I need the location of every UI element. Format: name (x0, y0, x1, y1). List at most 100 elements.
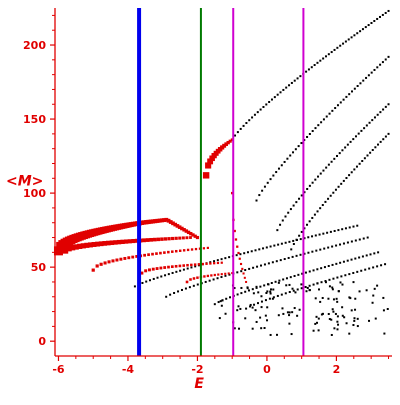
black-point-282 (315, 249, 318, 252)
black-point-23 (296, 77, 299, 80)
red-point-89 (145, 238, 150, 242)
black-point-197 (182, 268, 185, 271)
black-point-498 (306, 286, 309, 289)
black-point-209 (228, 256, 231, 259)
red-point-148 (201, 262, 204, 266)
black-point-200 (194, 265, 197, 268)
black-point-226 (292, 239, 295, 242)
red-point-125 (182, 249, 186, 252)
black-point-80 (322, 118, 325, 121)
black-point-204 (209, 261, 212, 264)
black-point-65 (280, 164, 283, 167)
black-point-190 (156, 276, 159, 279)
black-point-273 (279, 259, 282, 262)
red-point-63 (191, 233, 195, 237)
y-tick-label-3: 150 (23, 113, 46, 126)
red-point-85 (131, 238, 136, 244)
red-point-140 (170, 265, 174, 269)
black-point-405 (290, 333, 293, 336)
black-point-296 (213, 303, 216, 306)
black-point-248 (180, 288, 183, 291)
red-point-139 (167, 265, 170, 269)
black-point-126 (336, 154, 339, 157)
black-point-99 (376, 66, 379, 69)
red-point-60 (184, 229, 189, 233)
black-point-450 (305, 290, 308, 293)
black-point-442 (333, 327, 336, 330)
black-point-505 (358, 290, 361, 293)
black-point-436 (317, 288, 320, 291)
red-point-185 (234, 238, 238, 241)
black-point-64 (277, 167, 280, 170)
black-point-40 (344, 40, 347, 43)
red-point-98 (178, 236, 182, 240)
black-point-52 (378, 15, 381, 18)
black-point-140 (373, 116, 376, 119)
black-point-112 (298, 197, 301, 200)
red-point-100 (185, 236, 189, 240)
black-point-457 (238, 327, 241, 330)
black-point-465 (316, 282, 319, 285)
black-point-44 (356, 32, 359, 35)
red-point-187 (237, 251, 240, 255)
black-point-199 (190, 266, 193, 269)
black-point-194 (171, 271, 174, 274)
y-axis-label: <M> (6, 174, 43, 190)
black-point-171 (355, 165, 358, 168)
black-point-467 (269, 290, 272, 293)
black-point-77 (314, 127, 317, 130)
black-point-2 (236, 131, 239, 134)
black-point-137 (365, 124, 368, 127)
red-point-162 (213, 273, 216, 277)
black-point-139 (371, 119, 374, 122)
black-point-121 (322, 169, 325, 172)
red-point-81 (116, 239, 122, 245)
black-point-353 (296, 288, 299, 291)
black-point-357 (312, 283, 315, 286)
black-point-259 (224, 274, 227, 277)
black-point-206 (216, 259, 219, 262)
red-point-47 (155, 218, 160, 223)
black-point-503 (349, 297, 352, 300)
black-point-268 (260, 264, 263, 267)
red-point-134 (148, 268, 151, 272)
black-point-441 (328, 285, 331, 288)
red-point-90 (149, 237, 154, 242)
red-point-188 (238, 257, 241, 260)
red-point-88 (142, 238, 146, 243)
black-point-75 (308, 132, 311, 135)
black-point-46 (361, 28, 364, 31)
black-point-107 (284, 215, 287, 218)
y-tick-label-1: 50 (31, 261, 47, 274)
black-point-485 (288, 314, 291, 317)
black-point-172 (358, 162, 361, 165)
black-point-89 (348, 93, 351, 96)
black-point-338 (373, 252, 376, 255)
black-point-218 (262, 247, 265, 250)
black-point-231 (311, 235, 314, 238)
black-point-164 (337, 185, 340, 188)
black-point-153 (308, 220, 311, 223)
black-point-15 (273, 96, 276, 99)
black-point-332 (350, 258, 353, 261)
black-point-278 (299, 253, 302, 256)
black-point-158 (321, 204, 324, 207)
black-point-315 (285, 277, 288, 280)
red-point-82 (120, 239, 125, 245)
black-point-53 (381, 13, 384, 16)
black-point-369 (360, 269, 363, 272)
red-point-67 (66, 245, 72, 252)
black-point-12 (265, 103, 268, 106)
black-point-419 (219, 300, 222, 303)
black-point-33 (324, 55, 327, 58)
black-point-329 (339, 261, 342, 264)
black-point-166 (342, 179, 345, 182)
black-point-462 (233, 287, 236, 290)
black-point-271 (271, 261, 274, 264)
red-point-108 (115, 258, 119, 262)
black-points-group (133, 9, 390, 336)
black-point-214 (246, 251, 249, 254)
black-point-109 (289, 208, 292, 211)
black-point-488 (339, 281, 342, 284)
black-point-29 (313, 64, 316, 67)
